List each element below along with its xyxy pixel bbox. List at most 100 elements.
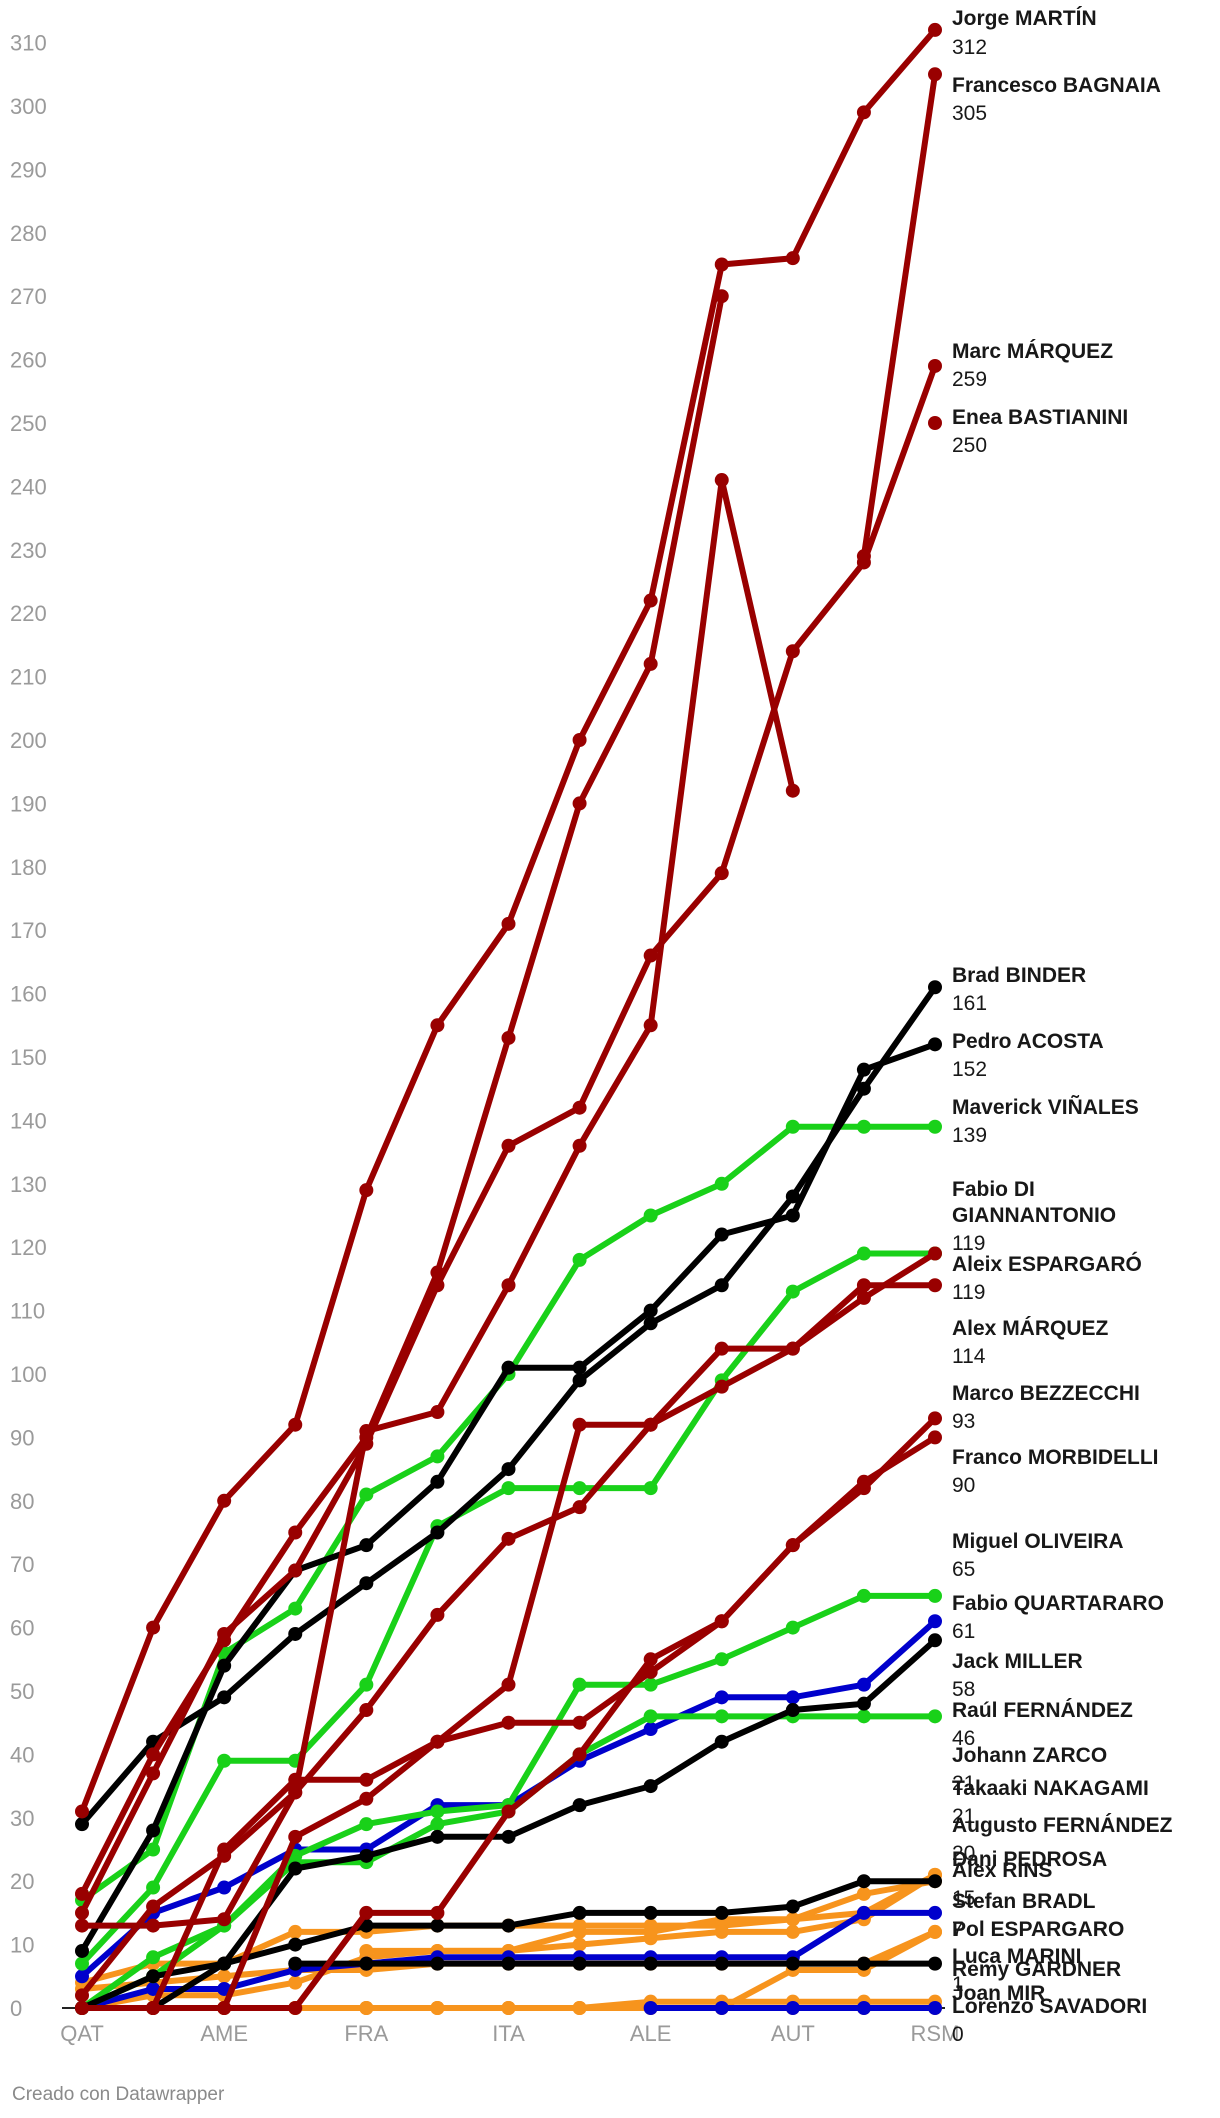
data-point <box>146 1950 161 1965</box>
data-point <box>430 1734 445 1749</box>
series-end-value: 1 <box>952 1973 964 1996</box>
data-point <box>856 105 871 120</box>
x-tick-label: FRA <box>344 2021 388 2046</box>
data-point <box>572 1100 587 1115</box>
x-tick-label: ALE <box>630 2021 672 2046</box>
series-end-value: 305 <box>952 102 987 125</box>
data-point <box>572 1500 587 1515</box>
series-end-value: 139 <box>952 1124 987 1147</box>
data-point <box>643 656 658 671</box>
y-tick-label: 190 <box>10 791 47 816</box>
y-tick-label: 270 <box>10 284 47 309</box>
data-point <box>856 1246 871 1261</box>
data-point <box>288 1861 303 1876</box>
series-end-label: GIANNANTONIO <box>952 1204 1116 1227</box>
data-point <box>217 1969 232 1984</box>
data-point <box>572 1956 587 1971</box>
series-end-value: 312 <box>952 36 987 59</box>
series-end-value: 15 <box>952 1887 975 1910</box>
data-point <box>785 1341 800 1356</box>
data-point <box>288 1975 303 1990</box>
data-point <box>785 1912 800 1927</box>
data-point <box>856 1709 871 1724</box>
data-point <box>359 1905 374 1920</box>
y-tick-label: 100 <box>10 1362 47 1387</box>
y-tick-label: 170 <box>10 918 47 943</box>
data-point <box>785 1119 800 1134</box>
data-point <box>146 1766 161 1781</box>
data-point <box>643 1208 658 1223</box>
series-end-value: 7 <box>952 1918 964 1941</box>
data-point <box>146 2001 161 2015</box>
data-point <box>359 1943 374 1958</box>
data-point <box>430 1829 445 1844</box>
data-point <box>643 948 658 963</box>
series-end-value: 259 <box>952 368 987 391</box>
data-point <box>714 1227 729 1242</box>
data-point <box>643 1652 658 1667</box>
data-point <box>714 1652 729 1667</box>
series-end-label: Dani PEDROSA <box>952 1848 1107 1871</box>
data-point <box>75 1943 89 1958</box>
data-point <box>928 1924 942 1939</box>
data-point <box>430 1956 445 1971</box>
series-end-value: 61 <box>952 1620 975 1643</box>
data-point <box>75 1804 89 1819</box>
data-point <box>288 1563 303 1578</box>
x-tick-label: RSM <box>911 2021 960 2046</box>
data-point <box>643 1709 658 1724</box>
data-point <box>501 1278 516 1293</box>
data-point <box>146 1880 161 1895</box>
y-tick-label: 50 <box>10 1679 34 1704</box>
data-point <box>572 1677 587 1692</box>
series-end-value: 119 <box>952 1281 985 1304</box>
data-point <box>430 1474 445 1489</box>
y-tick-label: 20 <box>10 1869 34 1894</box>
y-tick-label: 280 <box>10 221 47 246</box>
data-point <box>856 1474 871 1489</box>
data-point <box>501 1829 516 1844</box>
series-end-label: Jorge MARTÍN <box>952 7 1097 30</box>
data-point <box>572 1481 587 1496</box>
data-point <box>856 1119 871 1134</box>
data-point <box>856 1905 871 1920</box>
data-point <box>785 1284 800 1299</box>
y-tick-label: 200 <box>10 728 47 753</box>
data-point <box>359 2001 374 2015</box>
data-point <box>430 1918 445 1933</box>
data-point <box>359 1817 374 1832</box>
data-point <box>288 1937 303 1952</box>
series-end-label: Jack MILLER <box>952 1650 1083 1673</box>
data-point <box>714 1341 729 1356</box>
data-point <box>288 1601 303 1616</box>
data-point <box>501 1481 516 1496</box>
data-point <box>572 1715 587 1730</box>
data-point <box>217 1658 232 1673</box>
y-tick-label: 260 <box>10 348 47 373</box>
data-point <box>217 1493 232 1508</box>
data-point <box>643 593 658 608</box>
data-point <box>714 1278 729 1293</box>
series-end-value: 58 <box>952 1678 975 1701</box>
data-point <box>501 1030 516 1045</box>
data-point <box>75 1817 89 1832</box>
data-point <box>714 1379 729 1394</box>
y-tick-label: 80 <box>10 1489 34 1514</box>
data-point <box>643 2001 658 2015</box>
data-point <box>785 1924 800 1939</box>
data-point <box>288 1417 303 1432</box>
data-point <box>359 1576 374 1591</box>
data-point <box>217 1626 232 1641</box>
data-point <box>572 1360 587 1375</box>
series-end-value: 21 <box>952 1805 975 1828</box>
data-point <box>430 1804 445 1819</box>
data-point <box>430 1817 445 1832</box>
data-point <box>430 1905 445 1920</box>
data-point <box>146 1620 161 1635</box>
data-point <box>714 257 729 272</box>
data-point <box>785 1208 800 1223</box>
data-point <box>643 1481 658 1496</box>
data-point <box>714 2001 729 2015</box>
series-end-value: 250 <box>952 434 987 457</box>
